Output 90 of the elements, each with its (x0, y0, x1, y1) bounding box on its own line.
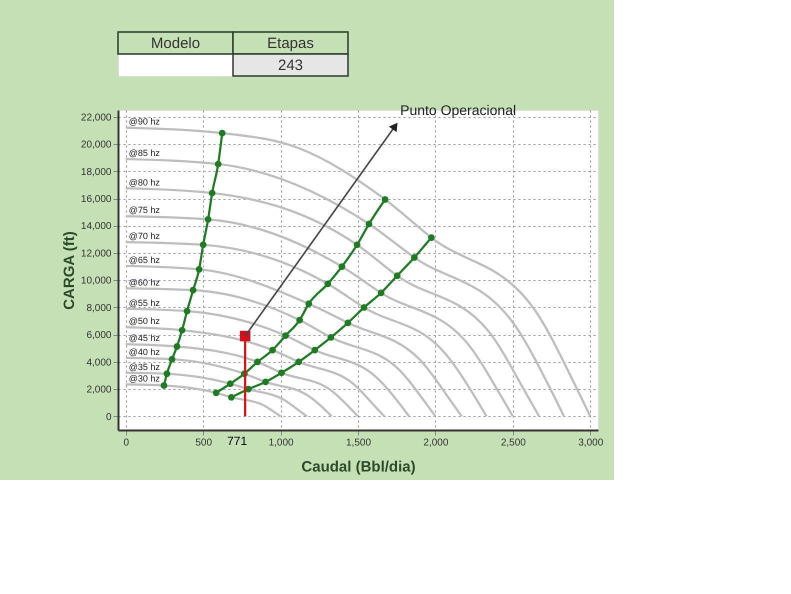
series-label: @40 hz (128, 346, 160, 357)
point (305, 300, 312, 308)
point (228, 394, 235, 401)
x-tick-label: 1,000 (268, 438, 294, 448)
y-tick-label: 18,000 (80, 166, 112, 178)
y-tick-label: 14,000 (80, 221, 112, 232)
line-series (124, 308, 410, 418)
line-series (124, 187, 540, 418)
line-series (124, 326, 386, 418)
line-series (124, 287, 437, 418)
point (394, 272, 401, 280)
point (382, 196, 388, 203)
series-label: @75 hz (128, 205, 160, 216)
line-series (124, 264, 463, 418)
line-series (124, 356, 333, 418)
x-tick-label: 1,500 (346, 438, 372, 448)
point (218, 130, 226, 136)
y-tick-label: 22,000 (80, 112, 112, 124)
point (190, 286, 196, 294)
series-label: @90 hz (128, 116, 160, 127)
point (212, 389, 220, 396)
series-label: @30 hz (128, 373, 160, 384)
x-tick-label: 500 (195, 438, 212, 448)
y-tick-label: 2,000 (86, 384, 112, 396)
point (262, 378, 269, 386)
y-tick-label: 4,000 (86, 357, 112, 368)
y-tick-label: 20,000 (80, 140, 112, 151)
series-label: @35 hz (128, 362, 160, 372)
text: Modelo (150, 35, 200, 52)
point (344, 319, 352, 326)
y-tick-label: 10,000 (80, 276, 112, 287)
point (208, 190, 216, 196)
point (338, 263, 346, 270)
point (178, 326, 186, 334)
point (204, 216, 212, 223)
point (160, 382, 168, 389)
y-tick-label: 16,000 (80, 194, 112, 206)
point (295, 358, 302, 366)
y-tick-label: 12,000 (80, 248, 112, 260)
point (214, 160, 222, 168)
line-series (124, 343, 360, 418)
x-tick-label: 0 (123, 438, 130, 448)
series-label: @85 hz (128, 148, 160, 158)
point (174, 343, 180, 350)
text: Etapas (267, 35, 314, 52)
x-axis-title: Caudal (Bbl/dia) (301, 458, 416, 476)
point (378, 290, 384, 296)
line-series (124, 372, 308, 418)
text: 243 (278, 57, 304, 74)
series-label: @80 hz (128, 177, 160, 188)
y-tick-label: 6,000 (86, 330, 112, 342)
series-label: @50 hz (128, 316, 160, 326)
series-label: @70 hz (128, 231, 160, 242)
point (184, 308, 190, 314)
point (278, 369, 285, 376)
point (324, 280, 332, 288)
x-tick-label: 2,500 (500, 438, 526, 448)
point (296, 316, 303, 324)
y-tick-label: 0 (106, 412, 112, 423)
point (354, 241, 360, 248)
y-axis-title: CARGA (ft) (60, 231, 78, 310)
point (226, 380, 234, 388)
x-tick-label: 3,000 (578, 438, 604, 448)
x-tick-label: 2,000 (423, 438, 449, 448)
point (328, 334, 334, 341)
line-series (124, 383, 282, 418)
line-series (124, 240, 488, 418)
point (282, 332, 289, 339)
line-series (124, 158, 566, 418)
point (164, 370, 170, 378)
point (311, 346, 318, 354)
point (411, 254, 418, 261)
line-series (124, 126, 592, 418)
point (254, 358, 261, 366)
series-label: @60 hz (128, 277, 160, 288)
point (200, 241, 207, 248)
point (269, 346, 276, 354)
point (428, 234, 435, 241)
annotation: Punto Operacional (400, 102, 516, 118)
annotation: 771 (227, 434, 248, 448)
series-label: @55 hz (128, 298, 160, 308)
series-label: @65 hz (128, 254, 160, 265)
point (196, 266, 202, 273)
point (168, 356, 176, 363)
series-label: @45 hz (128, 333, 160, 344)
point (366, 220, 372, 228)
line-series (124, 215, 514, 418)
y-tick-label: 8,000 (86, 302, 112, 314)
point (360, 304, 368, 311)
point (240, 330, 250, 342)
